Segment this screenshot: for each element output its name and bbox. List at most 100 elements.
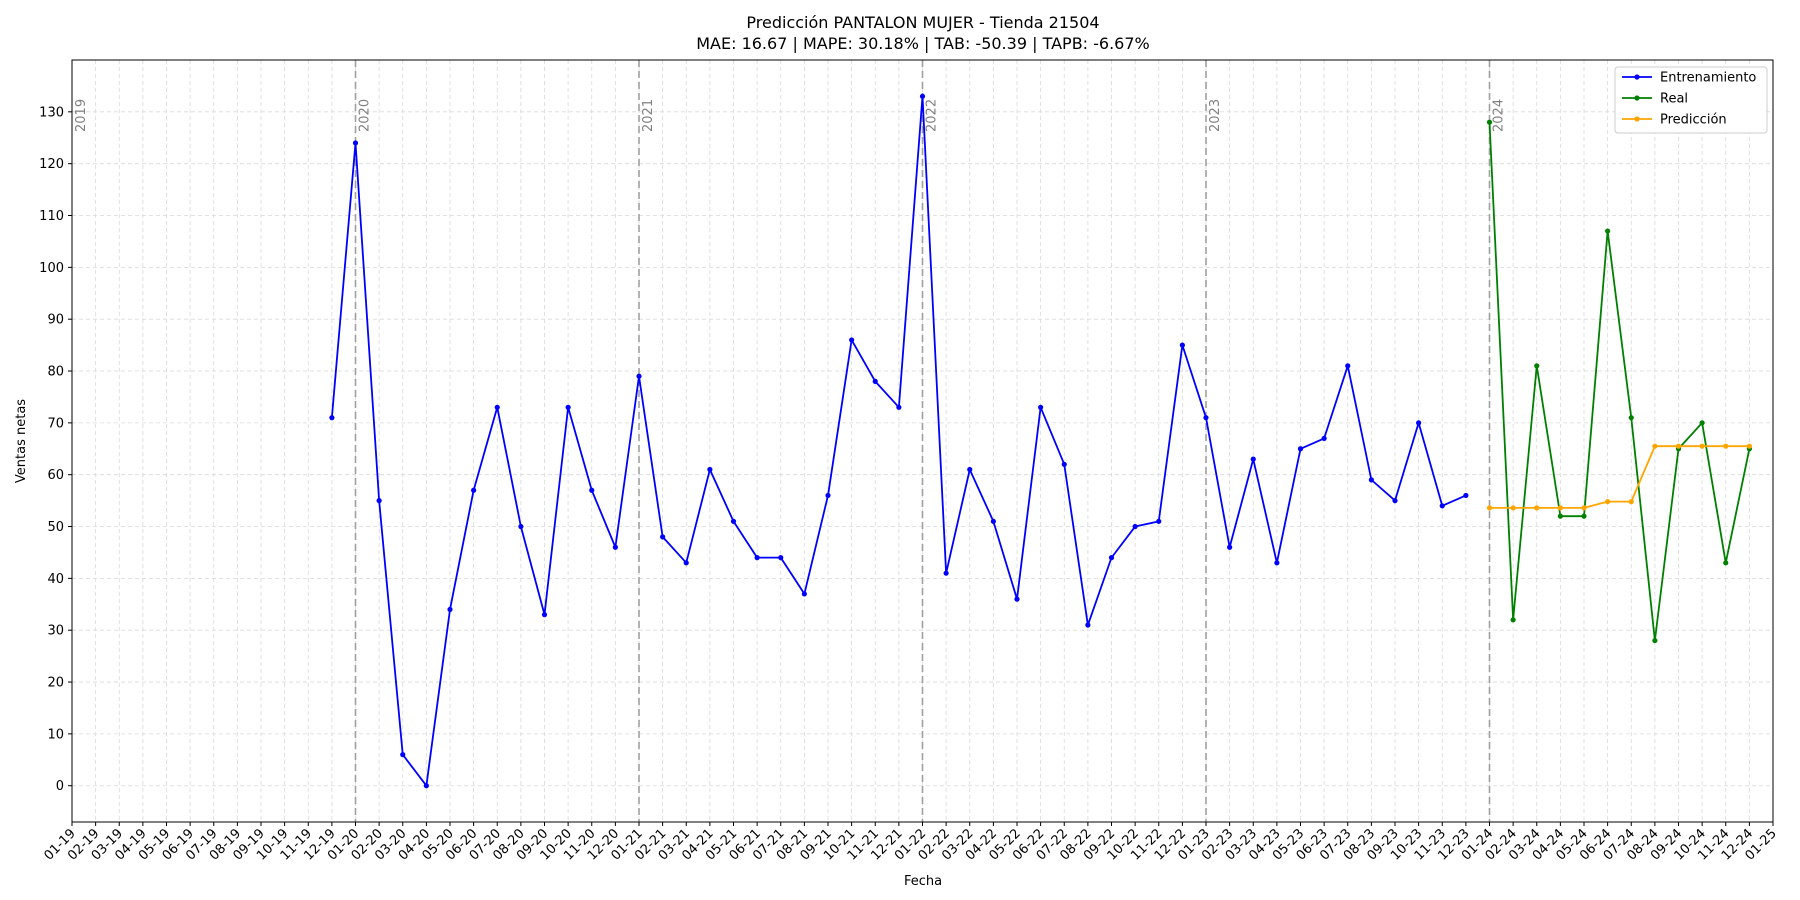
data-point bbox=[1392, 498, 1398, 504]
data-point bbox=[1605, 499, 1611, 505]
data-point bbox=[1581, 505, 1587, 511]
data-point bbox=[707, 466, 713, 473]
data-point bbox=[1297, 446, 1304, 452]
y-tick-label: 0 bbox=[56, 779, 64, 794]
data-point bbox=[872, 378, 878, 384]
y-tick-label: 10 bbox=[47, 727, 64, 742]
data-point bbox=[1439, 503, 1445, 509]
y-tick-label: 80 bbox=[47, 365, 64, 380]
year-marker-label: 2021 bbox=[641, 99, 656, 132]
data-point bbox=[990, 518, 996, 524]
x-axis-label: Fecha bbox=[904, 874, 942, 889]
data-point bbox=[849, 337, 855, 343]
data-point bbox=[400, 752, 406, 758]
legend-swatch-marker bbox=[1634, 74, 1640, 80]
data-point bbox=[730, 518, 737, 524]
data-point bbox=[1628, 415, 1634, 421]
data-point bbox=[612, 544, 618, 550]
data-point bbox=[943, 570, 949, 576]
data-point bbox=[1486, 505, 1493, 511]
data-point bbox=[329, 415, 335, 421]
year-marker-label: 2023 bbox=[1208, 99, 1223, 132]
data-point bbox=[1652, 637, 1658, 644]
year-marker-label: 2022 bbox=[925, 99, 940, 132]
data-point bbox=[518, 523, 524, 530]
data-point bbox=[376, 498, 382, 504]
legend-swatch-marker bbox=[1634, 95, 1640, 101]
data-point bbox=[1534, 363, 1540, 369]
data-point bbox=[352, 140, 359, 146]
data-point bbox=[1227, 544, 1233, 550]
data-point bbox=[1581, 513, 1587, 519]
data-point bbox=[1179, 342, 1185, 348]
data-point bbox=[1557, 505, 1563, 511]
data-point bbox=[1628, 499, 1634, 505]
data-point bbox=[1014, 596, 1020, 602]
data-point bbox=[1250, 456, 1256, 462]
data-point bbox=[1085, 622, 1091, 628]
year-marker-label: 2019 bbox=[74, 99, 89, 132]
data-point bbox=[801, 591, 807, 597]
y-tick-label: 60 bbox=[47, 468, 64, 483]
y-axis-label: Ventas netas bbox=[14, 399, 29, 483]
y-tick-label: 40 bbox=[47, 572, 64, 587]
legend-label: Entrenamiento bbox=[1660, 71, 1756, 86]
data-point bbox=[589, 487, 595, 493]
data-point bbox=[660, 534, 666, 540]
series bbox=[329, 93, 1752, 789]
legend-label: Predicción bbox=[1660, 113, 1727, 128]
data-point bbox=[1605, 228, 1611, 234]
legend-label: Real bbox=[1660, 92, 1688, 107]
data-point bbox=[919, 93, 926, 99]
year-marker-label: 2020 bbox=[358, 99, 373, 132]
legend-box bbox=[1614, 66, 1768, 134]
y-tick-label: 120 bbox=[39, 157, 64, 172]
data-point bbox=[1510, 505, 1516, 511]
y-tick-label: 30 bbox=[47, 624, 64, 639]
data-point bbox=[565, 404, 571, 410]
data-point bbox=[1463, 492, 1469, 499]
data-point bbox=[541, 612, 548, 618]
data-point bbox=[967, 466, 973, 473]
y-tick-label: 90 bbox=[47, 313, 64, 328]
data-point bbox=[1557, 513, 1563, 519]
y-tick-label: 70 bbox=[47, 416, 64, 431]
data-point bbox=[1416, 420, 1422, 426]
data-point bbox=[1368, 477, 1374, 483]
data-point bbox=[1486, 119, 1493, 125]
data-point bbox=[1510, 617, 1516, 623]
year-markers: 2019 2020 2021 2022 2023 2024 bbox=[74, 60, 1507, 822]
data-point bbox=[1699, 420, 1705, 426]
data-point bbox=[1038, 404, 1044, 410]
data-point bbox=[1203, 415, 1209, 421]
year-marker-label: 2024 bbox=[1492, 99, 1507, 132]
data-point bbox=[754, 555, 760, 561]
data-point bbox=[1345, 363, 1351, 369]
y-tick-label: 20 bbox=[47, 676, 64, 691]
legend-swatch-marker bbox=[1634, 116, 1640, 122]
data-point bbox=[636, 373, 642, 379]
data-point bbox=[1746, 443, 1752, 449]
data-point bbox=[1156, 518, 1162, 524]
data-point bbox=[1274, 560, 1280, 566]
data-point bbox=[1675, 443, 1682, 449]
y-tick-label: 130 bbox=[39, 105, 64, 120]
data-point bbox=[471, 487, 477, 493]
data-point bbox=[778, 555, 784, 561]
data-point bbox=[1132, 523, 1138, 530]
data-point bbox=[1108, 555, 1115, 561]
data-point bbox=[825, 492, 831, 499]
data-point bbox=[896, 404, 902, 410]
data-point bbox=[1534, 505, 1540, 511]
y-tick-label: 100 bbox=[39, 261, 64, 276]
data-point bbox=[1061, 461, 1067, 467]
data-point bbox=[1723, 443, 1729, 449]
chart-title: Predicción PANTALON MUJER - Tienda 21504 bbox=[746, 13, 1099, 32]
data-point bbox=[1699, 443, 1705, 449]
data-point bbox=[683, 560, 689, 566]
legend: Entrenamiento Real Predicción bbox=[1614, 66, 1768, 134]
series-line bbox=[1489, 445, 1750, 509]
y-tick-label: 110 bbox=[39, 209, 64, 224]
